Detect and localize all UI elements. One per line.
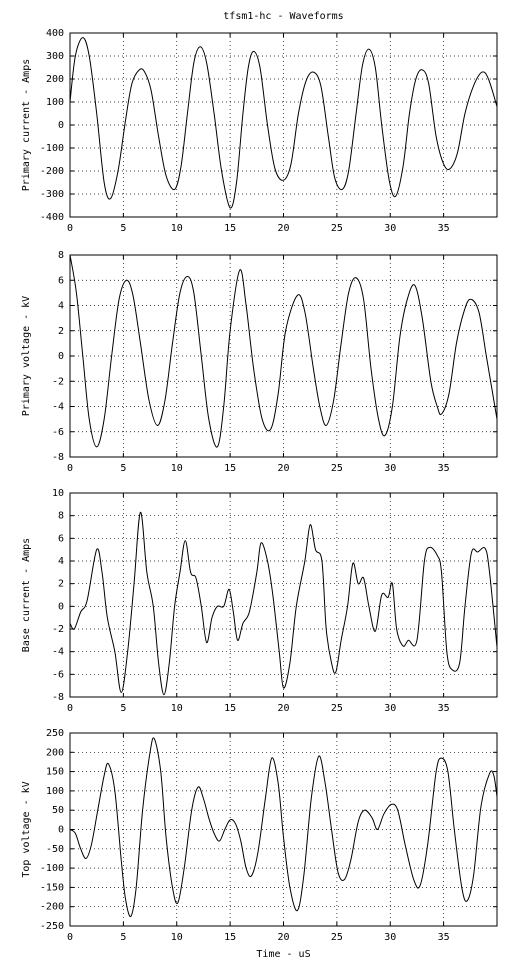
y-tick-label: 6 — [58, 533, 64, 544]
y-tick-label: 2 — [58, 326, 64, 337]
y-tick-label: 0 — [58, 351, 64, 362]
y-tick-label: 250 — [46, 728, 64, 739]
x-tick-label: 5 — [120, 463, 126, 474]
y-tick-label: -300 — [40, 189, 64, 200]
y-tick-label: -4 — [52, 647, 64, 658]
y-tick-label: 2 — [58, 579, 64, 590]
x-tick-label: 5 — [120, 932, 126, 943]
x-tick-label: 10 — [171, 703, 183, 714]
y-tick-label: 100 — [46, 786, 64, 797]
x-tick-label: 15 — [224, 703, 236, 714]
y-tick-label: -2 — [52, 624, 64, 635]
y-tick-label: 0 — [58, 120, 64, 131]
x-tick-label: 0 — [67, 703, 73, 714]
x-tick-label: 0 — [67, 932, 73, 943]
y-tick-label: -2 — [52, 376, 64, 387]
y-tick-label: 400 — [46, 28, 64, 39]
x-tick-label: 20 — [277, 703, 289, 714]
x-tick-label: 25 — [331, 223, 343, 234]
waveform — [69, 254, 498, 448]
y-tick-label: 200 — [46, 74, 64, 85]
x-tick-label: 10 — [171, 463, 183, 474]
x-axis-label: Time - uS — [256, 949, 310, 960]
x-tick-label: 35 — [438, 703, 450, 714]
x-tick-label: 5 — [120, 223, 126, 234]
y-axis-label: Primary voltage - kV — [21, 296, 32, 416]
y-tick-label: -50 — [46, 844, 64, 855]
y-tick-label: 150 — [46, 767, 64, 778]
y-tick-label: 10 — [52, 488, 64, 499]
x-tick-label: 30 — [384, 932, 396, 943]
y-tick-label: -8 — [52, 452, 64, 463]
y-tick-label: 8 — [58, 250, 64, 261]
x-tick-label: 20 — [277, 463, 289, 474]
y-tick-label: 200 — [46, 747, 64, 758]
y-tick-label: 50 — [52, 805, 64, 816]
y-tick-label: -6 — [52, 669, 64, 680]
plot-frame — [69, 492, 498, 698]
y-tick-label: 6 — [58, 275, 64, 286]
chart-title: tfsm1-hc - Waveforms — [223, 11, 343, 22]
x-tick-label: 10 — [171, 223, 183, 234]
y-tick-label: -150 — [40, 882, 64, 893]
y-tick-label: 100 — [46, 97, 64, 108]
y-tick-label: -4 — [52, 402, 64, 413]
x-tick-label: 30 — [384, 223, 396, 234]
x-tick-label: 35 — [438, 463, 450, 474]
x-tick-label: 30 — [384, 463, 396, 474]
y-tick-label: 300 — [46, 51, 64, 62]
x-tick-label: 0 — [67, 463, 73, 474]
x-tick-label: 35 — [438, 223, 450, 234]
y-tick-label: -6 — [52, 427, 64, 438]
y-tick-label: -100 — [40, 143, 64, 154]
x-tick-label: 25 — [331, 463, 343, 474]
x-tick-label: 30 — [384, 703, 396, 714]
plot-frame — [69, 32, 498, 218]
x-tick-label: 10 — [171, 932, 183, 943]
waveform — [69, 511, 498, 696]
x-tick-label: 20 — [277, 223, 289, 234]
y-tick-label: -200 — [40, 166, 64, 177]
waveform — [69, 737, 498, 918]
y-tick-label: 4 — [58, 301, 64, 312]
x-tick-label: 5 — [120, 703, 126, 714]
y-tick-label: -200 — [40, 902, 64, 913]
y-tick-label: 8 — [58, 511, 64, 522]
x-tick-label: 25 — [331, 703, 343, 714]
y-tick-label: 0 — [58, 601, 64, 612]
y-tick-label: 0 — [58, 825, 64, 836]
y-tick-label: -400 — [40, 212, 64, 223]
y-tick-label: 4 — [58, 556, 64, 567]
x-tick-label: 15 — [224, 223, 236, 234]
x-tick-label: 15 — [224, 463, 236, 474]
waveform — [69, 37, 498, 209]
x-tick-label: 0 — [67, 223, 73, 234]
y-tick-label: -8 — [52, 692, 64, 703]
y-axis-label: Top voltage - kV — [21, 781, 32, 877]
y-tick-label: -100 — [40, 863, 64, 874]
y-axis-label: Base current - Amps — [21, 538, 32, 652]
x-tick-label: 20 — [277, 932, 289, 943]
plot-frame — [69, 254, 498, 458]
x-tick-label: 35 — [438, 932, 450, 943]
x-tick-label: 15 — [224, 932, 236, 943]
y-tick-label: -250 — [40, 921, 64, 932]
x-tick-label: 25 — [331, 932, 343, 943]
y-axis-label: Primary current - Amps — [21, 59, 32, 191]
